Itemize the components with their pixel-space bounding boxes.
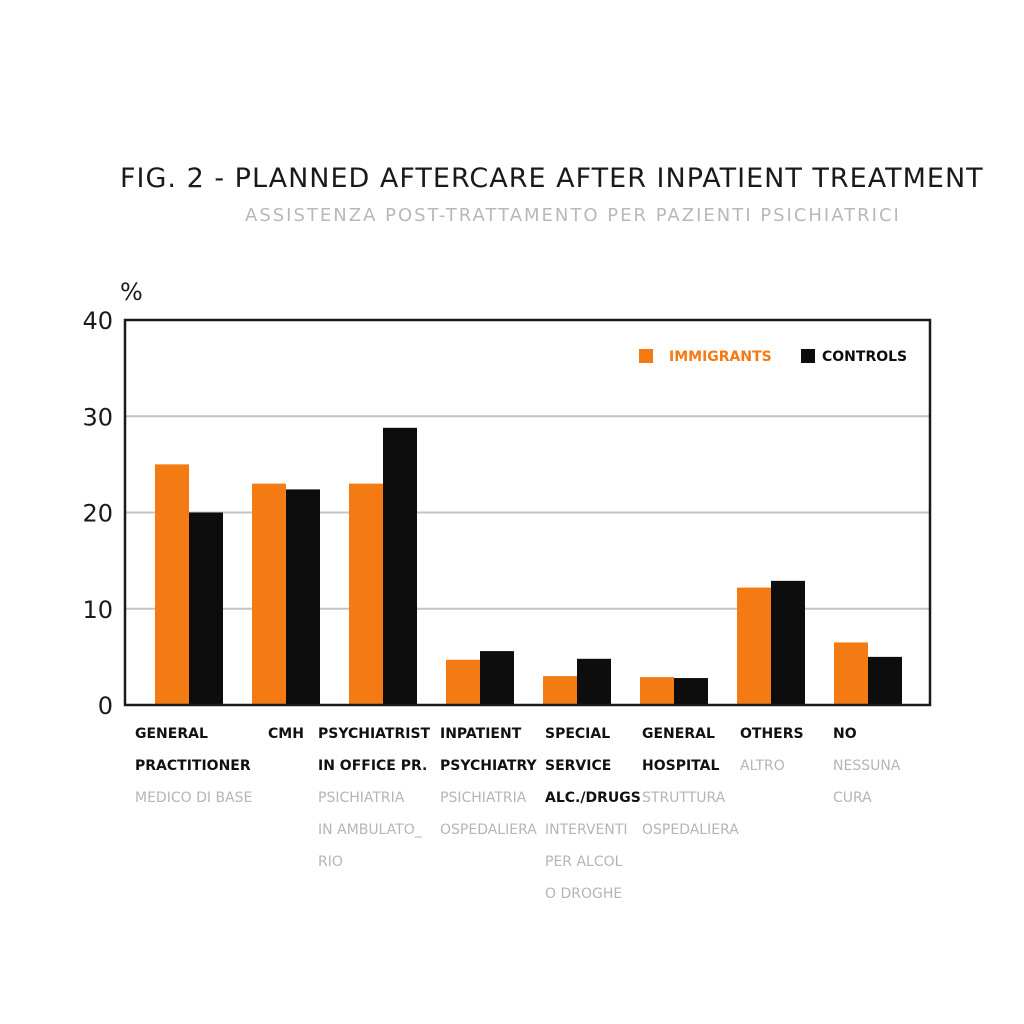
category-label: HOSPITAL bbox=[642, 758, 719, 774]
x-axis-labels: GENERAL PRACTITIONER MEDICO DI BASE CMH PSYC… bbox=[135, 726, 901, 902]
category-label-italian: STRUTTURA bbox=[642, 790, 726, 806]
category-label: CMH bbox=[268, 726, 304, 742]
category-label-italian: MEDICO DI BASE bbox=[135, 790, 252, 806]
bar-controls-4 bbox=[577, 658, 611, 705]
legend-swatch-immigrants bbox=[639, 349, 653, 363]
bar-controls-2 bbox=[383, 427, 417, 705]
y-axis-ticks: 0 10 20 30 40 bbox=[82, 307, 113, 720]
bar-controls-0 bbox=[189, 512, 223, 705]
bar-controls-5 bbox=[674, 678, 708, 705]
category-label: PSYCHIATRIST bbox=[318, 726, 431, 742]
category-label-italian: OSPEDALIERA bbox=[642, 822, 739, 838]
chart-subtitle: ASSISTENZA POST-TRATTAMENTO PER PAZIENTI… bbox=[245, 205, 901, 226]
category-label-italian: CURA bbox=[833, 790, 872, 806]
legend: IMMIGRANTS CONTROLS bbox=[639, 349, 907, 365]
category-label: OTHERS bbox=[740, 726, 804, 742]
bar-controls-7 bbox=[868, 656, 902, 705]
category-label: SERVICE bbox=[545, 758, 611, 774]
y-tick-label: 30 bbox=[82, 403, 113, 431]
category-label: GENERAL bbox=[642, 726, 715, 742]
bar-immigrants-5 bbox=[640, 677, 674, 705]
y-tick-label: 10 bbox=[82, 596, 113, 624]
category-label: GENERAL bbox=[135, 726, 208, 742]
bar-immigrants-3 bbox=[446, 659, 480, 705]
bar-immigrants-6 bbox=[737, 587, 771, 705]
bars bbox=[155, 427, 902, 705]
category-label: IN OFFICE PR. bbox=[318, 758, 427, 774]
category-label-italian: IN AMBULATO_ bbox=[318, 822, 423, 838]
category-label-italian: INTERVENTI bbox=[545, 822, 628, 838]
bar-controls-1 bbox=[286, 489, 320, 705]
bar-immigrants-2 bbox=[349, 483, 383, 705]
chart-title: FIG. 2 - PLANNED AFTERCARE AFTER INPATIE… bbox=[120, 163, 984, 194]
plot-frame bbox=[123, 318, 932, 707]
bar-immigrants-4 bbox=[543, 676, 577, 705]
category-label-italian: O DROGHE bbox=[545, 886, 622, 902]
gridlines bbox=[125, 415, 930, 610]
category-label-italian: PSICHIATRIA bbox=[318, 790, 405, 806]
bar-controls-6 bbox=[771, 580, 805, 705]
y-tick-label: 0 bbox=[98, 692, 113, 720]
category-label-italian: RIO bbox=[318, 854, 343, 870]
category-label-italian: NESSUNA bbox=[833, 758, 901, 774]
legend-swatch-controls bbox=[801, 349, 815, 363]
category-label: ALC./DRUGS bbox=[545, 790, 641, 806]
legend-label-immigrants: IMMIGRANTS bbox=[669, 349, 772, 365]
category-label-italian: OSPEDALIERA bbox=[440, 822, 537, 838]
legend-label-controls: CONTROLS bbox=[822, 349, 907, 365]
category-label-italian: ALTRO bbox=[740, 758, 785, 774]
bar-immigrants-7 bbox=[834, 642, 868, 705]
category-label: PSYCHIATRY bbox=[440, 758, 537, 774]
category-label-italian: PSICHIATRIA bbox=[440, 790, 527, 806]
bar-controls-3 bbox=[480, 651, 514, 705]
category-label-italian: PER ALCOL bbox=[545, 854, 623, 870]
category-label: INPATIENT bbox=[440, 726, 522, 742]
bar-immigrants-0 bbox=[155, 464, 189, 705]
bar-immigrants-1 bbox=[252, 483, 286, 705]
category-label: SPECIAL bbox=[545, 726, 610, 742]
category-label: PRACTITIONER bbox=[135, 758, 251, 774]
y-tick-label: 20 bbox=[82, 500, 113, 528]
category-label: NO bbox=[833, 726, 857, 742]
y-axis-unit: % bbox=[120, 278, 143, 306]
y-tick-label: 40 bbox=[82, 307, 113, 335]
